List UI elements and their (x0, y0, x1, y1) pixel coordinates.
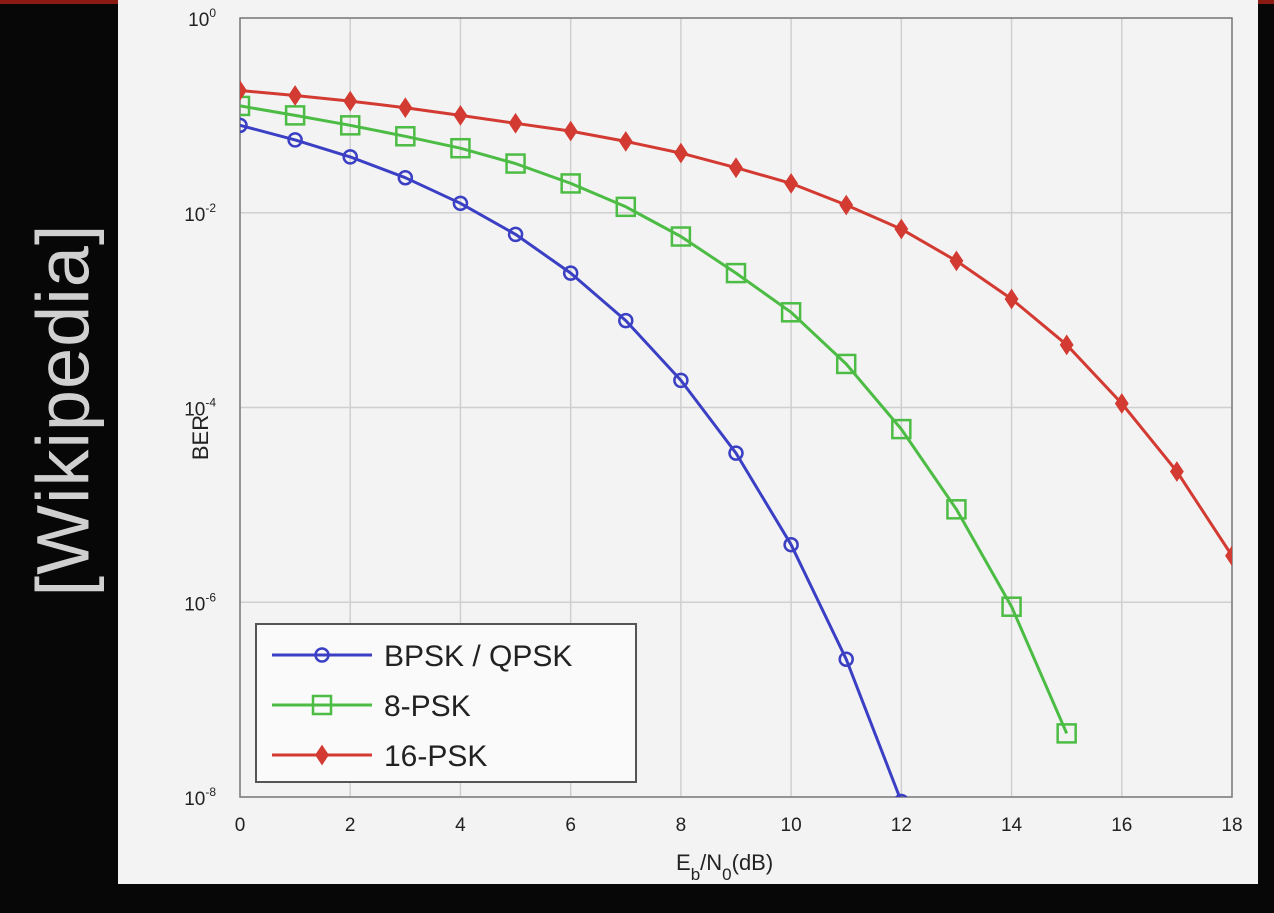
data-point-circle (673, 372, 689, 389)
data-point-diamond (343, 90, 358, 112)
data-point-circle (287, 132, 303, 148)
data-point-diamond (1225, 545, 1232, 567)
data-point-diamond (784, 173, 799, 194)
data-point-diamond (673, 142, 688, 164)
y-tick-label: 10-2 (184, 201, 216, 226)
x-tick-label: 4 (455, 815, 466, 836)
data-point-square (1056, 723, 1077, 744)
data-point-diamond (1004, 288, 1019, 310)
data-point-diamond (618, 131, 633, 152)
data-point-square (505, 153, 526, 174)
data-point-diamond (1114, 393, 1129, 414)
data-point-circle (895, 793, 908, 797)
data-point-square (1001, 596, 1022, 617)
data-point-square (946, 499, 967, 520)
x-axis-label: Eb/N0(dB) (676, 850, 773, 884)
data-point-circle (783, 536, 799, 553)
x-tick-label: 14 (1001, 815, 1023, 836)
data-point-diamond (1169, 461, 1184, 482)
y-axis-label: BER (188, 415, 213, 460)
data-point-circle (728, 445, 744, 461)
data-point-circle (838, 651, 854, 667)
data-point-square (311, 694, 333, 716)
legend-label: 8-PSK (384, 690, 471, 723)
data-point-square (780, 302, 802, 323)
data-point-diamond (398, 97, 413, 119)
data-point-circle (314, 647, 330, 663)
series-line (240, 104, 1069, 734)
data-point-square (284, 105, 306, 126)
x-tick-label: 12 (891, 815, 912, 836)
series-line (240, 123, 902, 797)
x-tick-label: 6 (565, 815, 576, 836)
data-point-circle (342, 149, 358, 165)
data-point-square (835, 353, 857, 375)
y-tick-label: 10-6 (184, 590, 216, 615)
data-point-diamond (240, 80, 247, 101)
data-point-diamond (315, 744, 329, 766)
series-layer (240, 80, 1232, 797)
x-tick-label: 10 (781, 815, 802, 836)
legend: BPSK / QPSK 8-PSK 16-PSK (255, 623, 637, 783)
x-tick-label: 18 (1221, 815, 1242, 836)
data-point-square (615, 196, 637, 218)
data-point-circle (507, 226, 524, 243)
series-2 (240, 95, 1077, 744)
x-tick-label: 16 (1111, 815, 1132, 836)
data-point-diamond (1059, 334, 1074, 356)
data-point-circle (240, 117, 248, 134)
data-point-square (450, 137, 471, 159)
data-point-diamond (453, 105, 468, 126)
legend-label: 16-PSK (384, 740, 487, 773)
series-3 (240, 80, 1232, 567)
data-point-circle (562, 265, 579, 281)
data-point-diamond (894, 218, 909, 240)
data-point-square (670, 226, 692, 247)
data-point-square (560, 173, 581, 194)
x-tick-label: 2 (345, 815, 356, 836)
data-point-square (339, 115, 361, 136)
plot-frame (239, 17, 1233, 798)
x-tick-label: 8 (676, 815, 687, 836)
data-point-square (240, 95, 251, 117)
data-point-diamond (729, 157, 743, 179)
legend-label: BPSK / QPSK (384, 640, 572, 673)
x-tick-label: 0 (235, 815, 246, 836)
data-point-diamond (288, 85, 303, 106)
series-1 (240, 117, 908, 797)
data-point-square (725, 262, 747, 284)
y-tick-label: 10-8 (184, 785, 216, 810)
data-point-square (395, 126, 416, 147)
data-point-circle (397, 169, 414, 186)
y-tick-label: 100 (188, 6, 216, 31)
data-point-square (891, 418, 912, 440)
data-point-diamond (508, 112, 523, 134)
data-point-circle (452, 195, 469, 212)
data-point-diamond (563, 120, 578, 142)
data-point-diamond (839, 194, 854, 216)
data-point-diamond (949, 250, 964, 272)
data-point-circle (618, 312, 634, 329)
